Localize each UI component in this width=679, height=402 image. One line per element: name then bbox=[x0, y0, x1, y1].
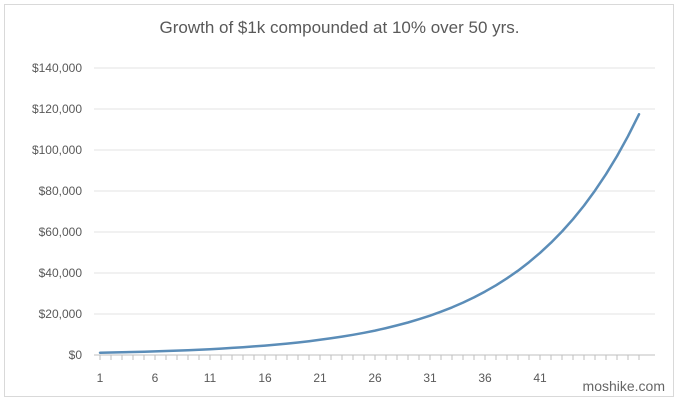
x-tick-label: 1 bbox=[97, 371, 104, 385]
y-tick-label: $60,000 bbox=[39, 225, 83, 239]
x-tick-label: 11 bbox=[204, 371, 217, 385]
x-tick-label: 6 bbox=[152, 371, 159, 385]
y-tick-label: $20,000 bbox=[39, 307, 83, 321]
y-tick-label: $0 bbox=[69, 348, 83, 362]
x-tick-label: 31 bbox=[423, 371, 437, 385]
y-tick-label: $40,000 bbox=[39, 266, 83, 280]
x-tick-label: 26 bbox=[368, 371, 382, 385]
x-tick-label: 16 bbox=[258, 371, 272, 385]
x-tick-label: 36 bbox=[478, 371, 492, 385]
y-tick-label: $140,000 bbox=[32, 61, 82, 75]
x-tick-label: 21 bbox=[313, 371, 327, 385]
watermark: moshike.com bbox=[578, 376, 669, 396]
series-line bbox=[98, 113, 641, 354]
chart-title: Growth of $1k compounded at 10% over 50 … bbox=[159, 18, 520, 37]
chart-frame bbox=[4, 4, 674, 397]
x-tick-label: 41 bbox=[533, 371, 547, 385]
y-tick-label: $120,000 bbox=[32, 102, 82, 116]
y-tick-label: $100,000 bbox=[32, 143, 82, 157]
y-tick-label: $80,000 bbox=[39, 184, 83, 198]
